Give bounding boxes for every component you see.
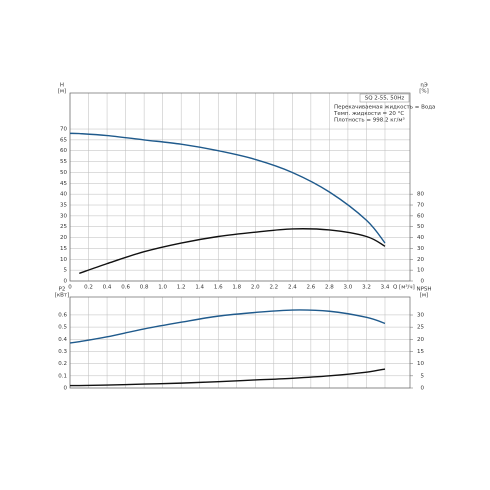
x-tick-label: 1.0 (158, 285, 167, 291)
curve (69, 309, 386, 344)
y2-tick-label: 15 (417, 349, 424, 355)
x-tick-label: 0.2 (84, 285, 93, 291)
y2-axis-unit: [%] (419, 89, 429, 95)
curve (69, 368, 386, 387)
y-tick-label: 0.1 (58, 373, 67, 379)
annotation: Плотность = 998.2 кг/м³ (334, 117, 405, 124)
y2-tick-label: 20 (417, 257, 424, 263)
y-tick-label: 5 (64, 268, 68, 274)
y2-tick-label: 40 (417, 235, 424, 241)
annotation: Перекачиваемая жидкость = Вода (334, 105, 435, 111)
y2-tick-label: 50 (417, 224, 424, 230)
y-tick-label: 65 (60, 137, 67, 143)
y-tick-label: 45 (60, 181, 67, 187)
x-tick-label: 1.6 (214, 285, 223, 291)
y2-tick-label: 5 (421, 373, 425, 379)
x-tick-label: 0.6 (121, 285, 130, 291)
y2-tick-label: 10 (417, 268, 424, 274)
y-tick-label: 50 (60, 170, 67, 176)
x-tick-label: 3.2 (362, 285, 371, 291)
y-tick-label: 55 (60, 159, 67, 165)
y-axis-unit: [кВт] (55, 293, 70, 299)
y2-axis-label: NPSH (416, 287, 431, 293)
y-tick-label: 40 (60, 192, 67, 198)
title-box (359, 93, 410, 103)
y-axis-label: H (60, 83, 64, 89)
y-tick-label: 60 (60, 148, 67, 154)
y2-tick-label: 30 (417, 246, 424, 252)
y2-axis-unit: [м] (420, 293, 428, 299)
curve (69, 132, 386, 244)
y-tick-label: 35 (60, 203, 67, 209)
y2-tick-label: 25 (417, 325, 424, 331)
y-tick-label: 30 (60, 213, 67, 219)
y2-tick-label: 0 (421, 386, 425, 392)
y-tick-label: 0.2 (58, 361, 67, 367)
x-tick-label: 2.8 (325, 285, 334, 291)
y2-tick-label: 20 (417, 337, 424, 343)
x-tick-label: 0.4 (103, 285, 112, 291)
x-tick-label: 1.8 (232, 285, 241, 291)
y-tick-label: 70 (60, 127, 67, 133)
x-tick-label: 2.2 (269, 285, 278, 291)
x-tick-label: 2.4 (288, 285, 297, 291)
plot-frame (69, 92, 411, 282)
x-tick-label: 1.2 (177, 285, 186, 291)
y2-axis-label: ηЭ (420, 83, 427, 89)
x-tick-label: 1.4 (195, 285, 204, 291)
x-tick-label: 2.6 (306, 285, 315, 291)
y-axis-label: P2 (59, 287, 66, 293)
y-tick-label: 25 (60, 224, 67, 230)
y-tick-label: 20 (60, 235, 67, 241)
y2-tick-label: 30 (417, 313, 424, 319)
x-tick-label: 3.4 (381, 285, 390, 291)
x-tick-label: 0 (68, 285, 72, 291)
y-tick-label: 0 (64, 279, 68, 285)
y2-tick-label: 10 (417, 361, 424, 367)
y-tick-label: 0 (64, 386, 68, 392)
curve (79, 228, 386, 275)
y-axis-unit: [м] (58, 89, 66, 95)
chart-title: SQ 2-55, 50Hz (365, 96, 405, 102)
y2-tick-label: 70 (417, 203, 424, 209)
y-tick-label: 10 (60, 257, 67, 263)
y-tick-label: 0.3 (58, 349, 67, 355)
y2-tick-label: 60 (417, 213, 424, 219)
x-tick-label: 2.0 (251, 285, 260, 291)
y-tick-label: 15 (60, 246, 67, 252)
y2-tick-label: 80 (417, 192, 424, 198)
y-tick-label: 0.6 (58, 312, 67, 318)
y-tick-label: 0.5 (58, 325, 67, 331)
x-tick-label: 3.0 (344, 285, 353, 291)
annotation: Темп. жидкости = 20 °C (333, 111, 404, 117)
x-axis-label: Q [м³/ч] (393, 284, 415, 291)
x-tick-label: 0.8 (140, 285, 149, 291)
y2-tick-label: 0 (421, 279, 425, 285)
y-tick-label: 0.4 (58, 337, 67, 343)
